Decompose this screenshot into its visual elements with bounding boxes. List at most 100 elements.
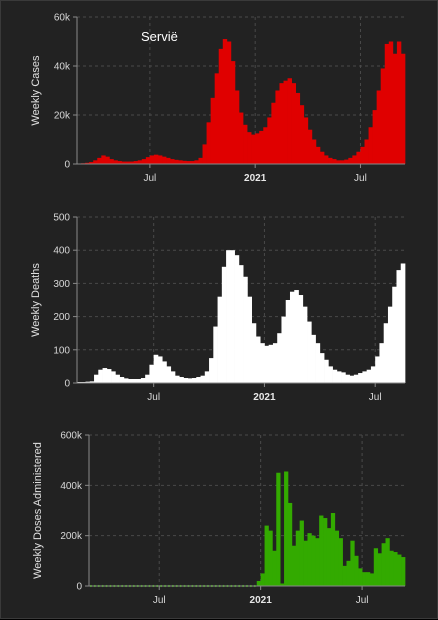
bar-13 — [129, 161, 135, 164]
bar-44 — [255, 133, 260, 164]
bar-52 — [291, 545, 297, 586]
bar-10 — [119, 377, 125, 383]
y-tick-label: 200k — [60, 531, 83, 542]
bar-58 — [324, 359, 329, 383]
bar-23 — [170, 159, 175, 164]
bar-20 — [162, 361, 167, 383]
y-axis-label: Weekly Cases — [30, 55, 42, 126]
y-tick-label: 20k — [54, 111, 71, 122]
x-tick-label: Jul — [147, 392, 160, 403]
bar-34 — [214, 73, 220, 164]
bar-54 — [299, 520, 304, 586]
y-tick-label: 500 — [53, 213, 70, 224]
bar-71 — [379, 343, 385, 383]
bar-73 — [387, 306, 393, 383]
bar-73 — [373, 548, 379, 586]
bar-65 — [340, 160, 345, 164]
y-axis-label: Weekly Deaths — [30, 263, 42, 337]
bar-76 — [384, 43, 390, 165]
bar-47 — [272, 550, 277, 586]
bar-5 — [97, 157, 102, 164]
bar-51 — [283, 80, 288, 164]
bar-43 — [251, 134, 256, 164]
bar-29 — [194, 160, 199, 164]
bar-41 — [243, 124, 248, 164]
bar-67 — [362, 371, 368, 383]
bar-20 — [157, 155, 163, 164]
chart-title: Servië — [141, 29, 178, 44]
bar-71 — [364, 139, 369, 164]
bar-6 — [101, 155, 106, 164]
y-tick-label: 100 — [53, 345, 70, 356]
bar-2 — [85, 381, 91, 383]
bar-17 — [149, 364, 155, 383]
bar-45 — [259, 130, 264, 164]
bar-49 — [275, 90, 280, 164]
chart-1: 0 20k 40k 60k Jul 2021 Jul Weekly Cases Servië — [30, 13, 406, 184]
bar-44 — [264, 345, 270, 383]
bar-30 — [204, 371, 210, 383]
bar-22 — [166, 157, 171, 164]
bar-8 — [111, 371, 116, 383]
bar-75 — [396, 270, 402, 383]
bar-32 — [206, 122, 211, 164]
x-tick-label: 2021 — [244, 173, 267, 184]
bar-51 — [294, 290, 299, 383]
bar-15 — [137, 160, 143, 164]
bar-60 — [319, 151, 325, 164]
bar-55 — [299, 105, 305, 164]
y-tick-label: 60k — [54, 13, 71, 24]
bar-69 — [358, 568, 363, 586]
bar-46 — [268, 530, 273, 586]
bar-9 — [113, 160, 118, 164]
bar-69 — [356, 151, 361, 164]
bar-18 — [153, 354, 159, 383]
bar-37 — [226, 41, 232, 164]
bar-64 — [349, 375, 355, 383]
bar-56 — [315, 343, 321, 383]
bar-28 — [190, 161, 195, 164]
bar-56 — [303, 117, 309, 164]
bar-7 — [105, 156, 110, 164]
bar-70 — [360, 146, 365, 164]
x-tick-label: Jul — [356, 595, 369, 606]
bar-70 — [362, 572, 367, 586]
y-tick-label: 0 — [64, 379, 70, 390]
bar-67 — [348, 157, 353, 164]
bar-59 — [315, 146, 321, 164]
bar-75 — [381, 543, 386, 586]
bar-49 — [285, 300, 291, 383]
bar-48 — [276, 472, 281, 586]
bar-68 — [354, 555, 359, 586]
bar-28 — [196, 377, 201, 383]
bar-4 — [93, 160, 98, 164]
bar-25 — [178, 160, 183, 164]
x-tick-label: Jul — [354, 173, 367, 184]
bar-58 — [315, 538, 320, 586]
bar-14 — [136, 379, 142, 383]
x-tick-label: Jul — [153, 595, 166, 606]
bar-22 — [170, 371, 176, 383]
bar-36 — [222, 39, 228, 164]
bar-75 — [380, 68, 386, 164]
bar-52 — [287, 78, 292, 164]
bar-3 — [89, 162, 94, 164]
bar-74 — [392, 286, 397, 383]
bar-52 — [298, 295, 304, 383]
bar-78 — [392, 53, 398, 164]
bar-47 — [277, 333, 282, 383]
bar-53 — [291, 83, 297, 164]
chart-2: 0 100 200 300 400 500 Jul 2021 Jul Weekly Deaths — [30, 213, 406, 403]
bar-25 — [183, 378, 189, 383]
bar-76 — [400, 263, 406, 383]
y-tick-label: 200 — [53, 312, 70, 323]
y-tick-label: 300 — [53, 279, 70, 290]
bar-4 — [94, 374, 99, 383]
bar-70 — [375, 356, 380, 383]
bar-35 — [218, 48, 224, 164]
bar-6 — [102, 368, 108, 383]
bar-51 — [287, 502, 293, 586]
bar-68 — [366, 369, 372, 383]
bar-57 — [307, 129, 313, 164]
